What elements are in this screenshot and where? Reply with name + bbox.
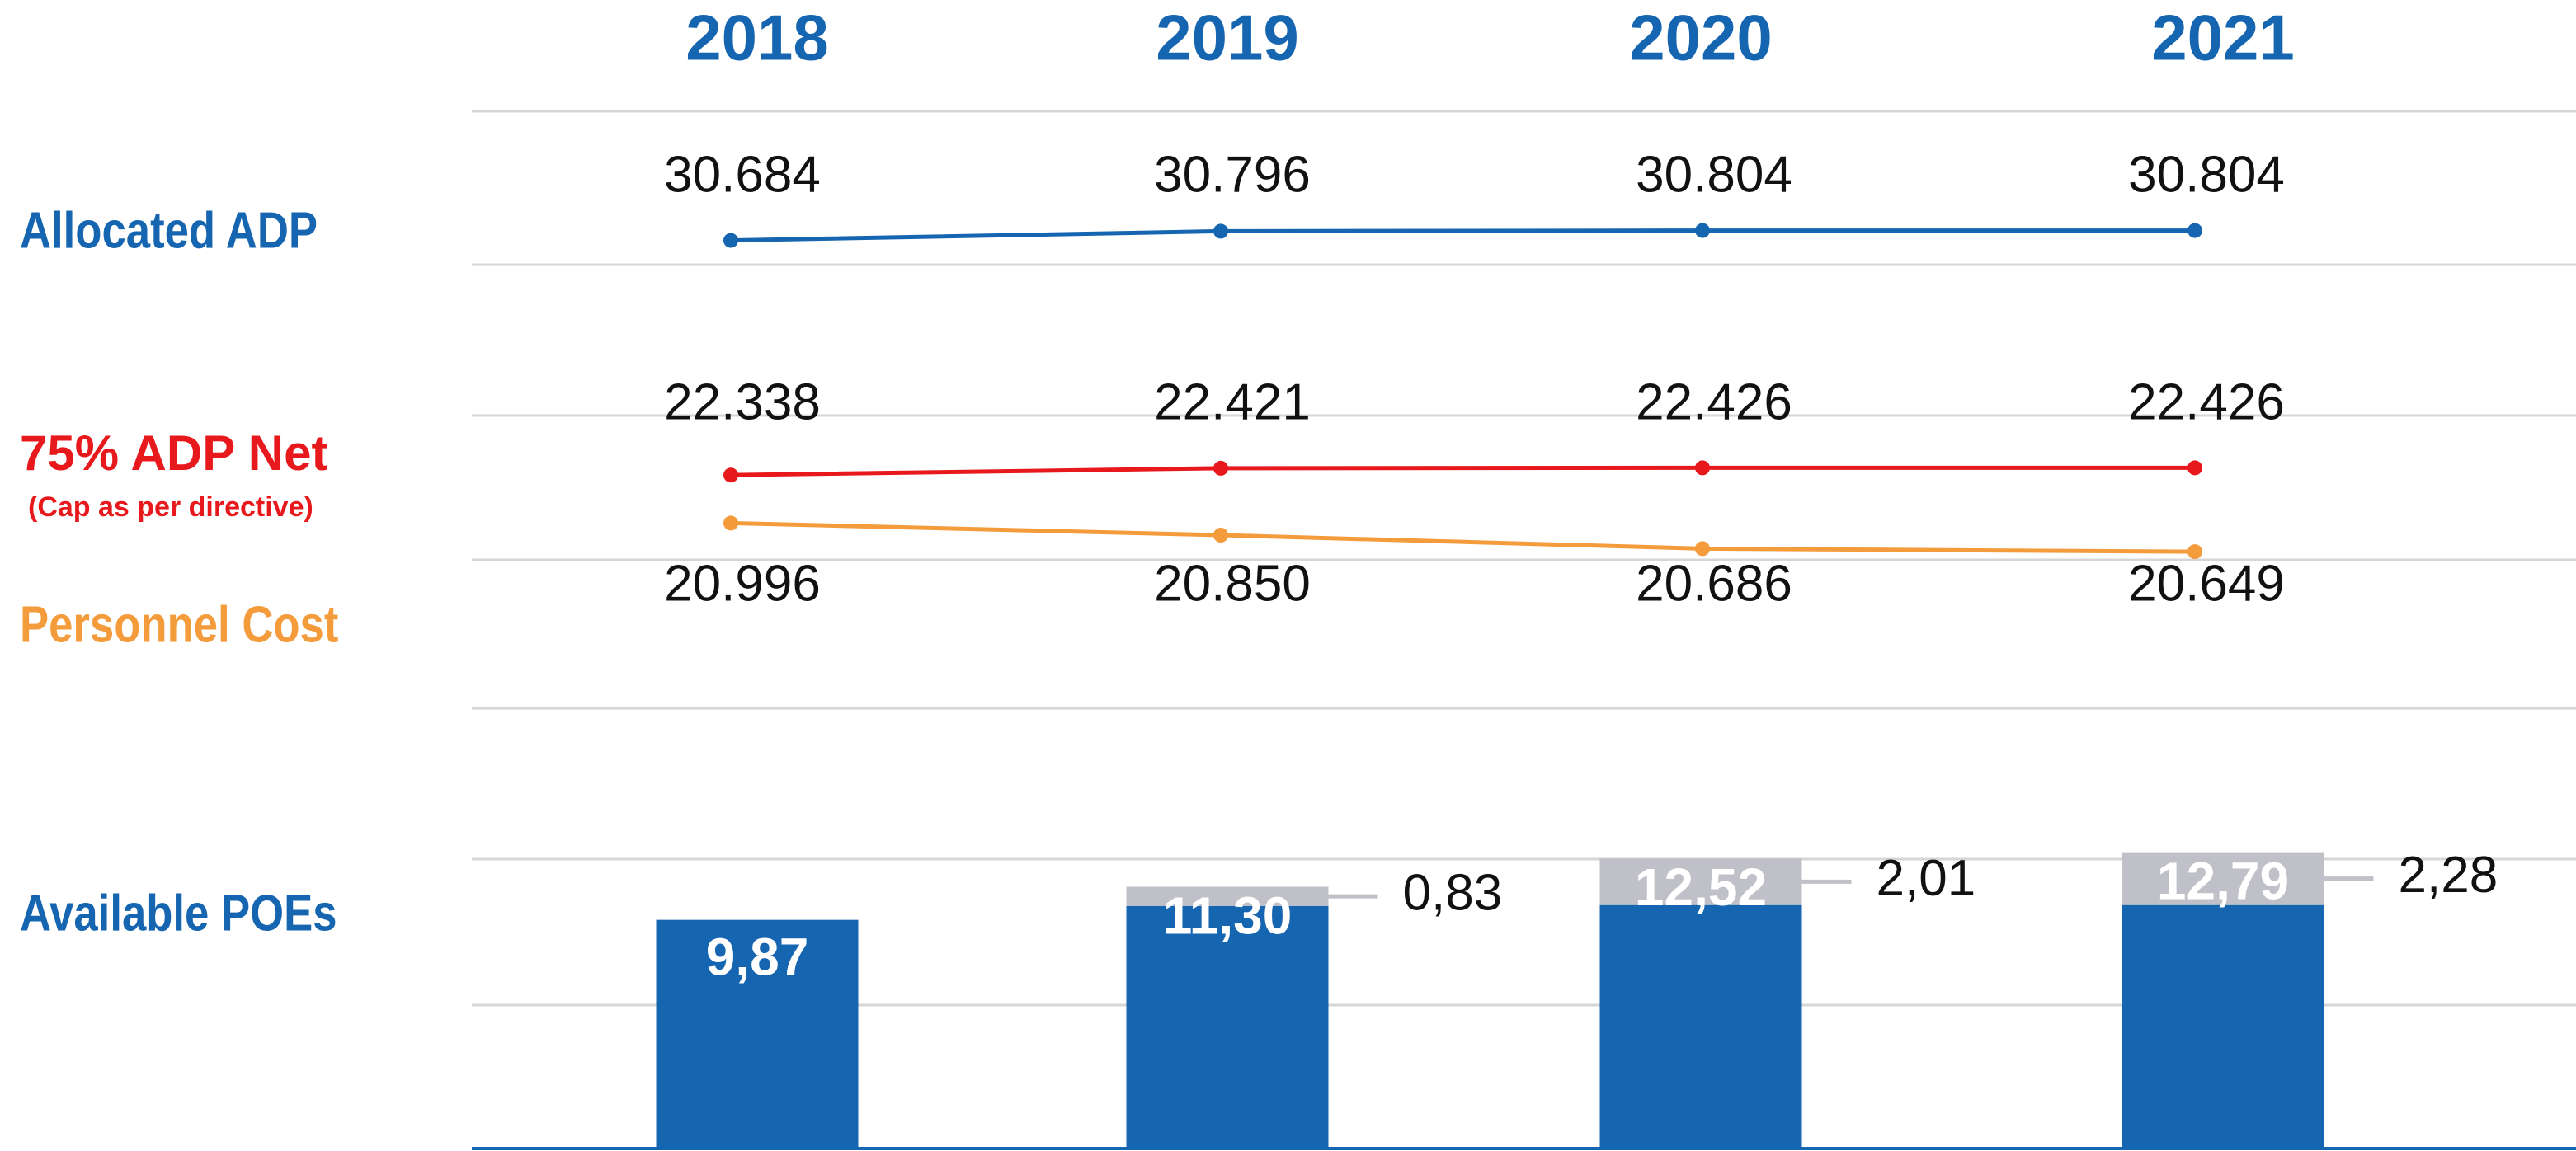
total-label: 9,87: [706, 928, 809, 987]
year-label: 2019: [1156, 2, 1299, 74]
value-label: 22.426: [1636, 373, 1792, 430]
series-line: [730, 228, 2195, 243]
bar: [656, 919, 859, 1149]
value-label: 20.850: [1154, 555, 1311, 612]
row-sublabel: (Cap as per directive): [28, 491, 313, 523]
line-point: [1213, 460, 1228, 476]
bar-extra: [2122, 852, 2324, 905]
line-point: [1695, 460, 1710, 476]
row-label: Available POEs: [20, 885, 337, 942]
line-point: [1213, 223, 1228, 239]
total-label: 12,52: [1635, 857, 1767, 917]
extra-label: 2,01: [1877, 850, 1976, 907]
row-label: Allocated ADP: [20, 202, 318, 259]
value-label: 20.686: [1636, 555, 1792, 612]
line-point: [723, 233, 738, 248]
total-label: 12,79: [2157, 852, 2289, 911]
value-label: 30.796: [1154, 146, 1311, 203]
line-point: [723, 467, 738, 483]
value-label: 30.804: [2128, 146, 2285, 203]
value-label: 22.338: [664, 373, 821, 430]
line-point: [1695, 541, 1710, 557]
bar: [1126, 905, 1329, 1149]
row-label: 75% ADP Net: [20, 425, 327, 481]
line-point: [2187, 460, 2202, 476]
series-line: [730, 465, 2195, 477]
row-label: Personnel Cost: [20, 596, 338, 653]
line-point: [2187, 223, 2202, 238]
line-point: [1695, 223, 1710, 238]
value-label: 22.421: [1154, 373, 1311, 430]
bar-extra: [1126, 886, 1329, 906]
total-label: 11,30: [1163, 886, 1293, 945]
value-label: 20.649: [2128, 555, 2285, 612]
series-line: [730, 520, 2196, 554]
value-label: 20.996: [664, 555, 821, 612]
line-point: [1213, 528, 1228, 543]
year-label: 2018: [685, 2, 829, 74]
value-label: 30.684: [664, 146, 821, 203]
extra-label: 0,83: [1403, 865, 1503, 922]
value-label: 30.804: [1636, 146, 1792, 203]
year-label: 2021: [2151, 2, 2295, 74]
bar: [2122, 904, 2324, 1149]
line-point: [723, 515, 738, 531]
year-label: 2020: [1629, 2, 1773, 74]
value-label: 22.426: [2128, 373, 2285, 430]
bar: [1599, 904, 1802, 1149]
bar-extra: [1599, 858, 1802, 905]
extra-label: 2,28: [2399, 847, 2498, 904]
line-point: [2187, 544, 2202, 560]
